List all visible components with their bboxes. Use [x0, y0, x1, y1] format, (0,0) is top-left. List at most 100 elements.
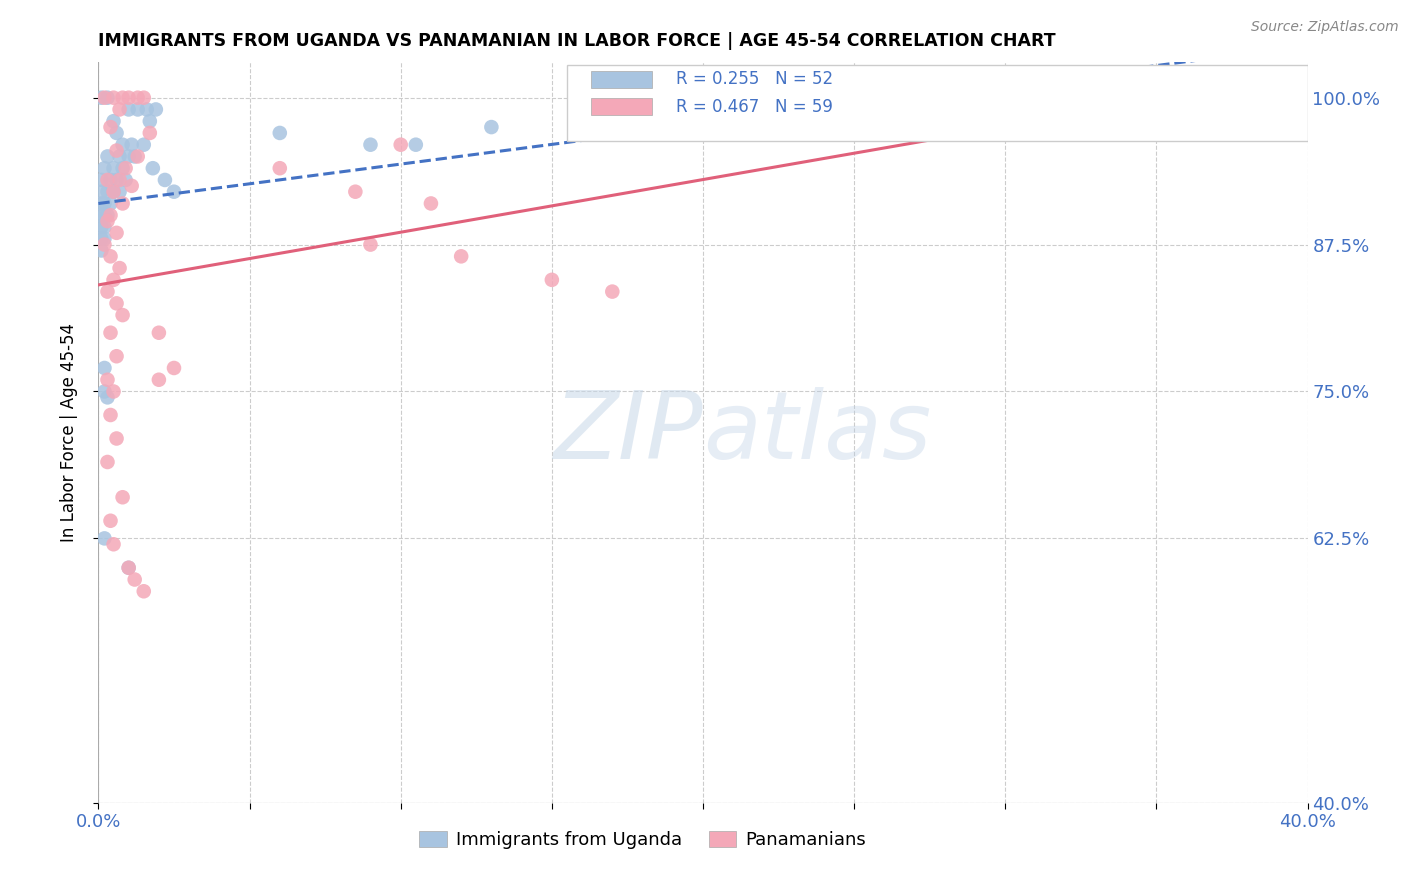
Bar: [591, 98, 651, 115]
Point: [105, 144, 128, 158]
Point: [93, 232, 115, 246]
Point: [124, 573, 146, 587]
Point: [93, 384, 115, 399]
Point: [100, 196, 122, 211]
Point: [96, 185, 118, 199]
Point: [1144, 93, 1167, 107]
Point: [163, 361, 186, 376]
Legend: Immigrants from Uganda, Panamanians: Immigrants from Uganda, Panamanians: [412, 824, 873, 856]
Point: [90, 91, 112, 105]
Point: [360, 237, 382, 252]
Y-axis label: In Labor Force | Age 45-54: In Labor Force | Age 45-54: [59, 323, 77, 542]
Point: [135, 103, 157, 117]
Point: [96, 455, 118, 469]
Point: [111, 137, 134, 152]
Point: [360, 137, 382, 152]
Point: [108, 173, 131, 187]
Point: [96, 149, 118, 163]
Text: ZIP: ZIP: [554, 387, 703, 478]
Point: [93, 208, 115, 222]
Point: [118, 91, 141, 105]
Point: [114, 161, 136, 176]
Point: [108, 185, 131, 199]
Point: [132, 137, 155, 152]
Point: [114, 173, 136, 187]
Point: [100, 120, 122, 134]
Text: atlas: atlas: [703, 387, 931, 478]
Point: [103, 161, 125, 176]
Point: [602, 285, 624, 299]
Point: [93, 532, 115, 546]
Point: [132, 91, 155, 105]
Point: [103, 537, 125, 551]
Point: [118, 103, 141, 117]
Point: [90, 244, 112, 258]
Point: [90, 232, 112, 246]
Point: [90, 208, 112, 222]
Point: [105, 296, 128, 310]
Point: [121, 178, 143, 193]
Point: [90, 185, 112, 199]
Point: [111, 91, 134, 105]
Point: [96, 285, 118, 299]
Point: [103, 273, 125, 287]
Text: R = 0.255   N = 52: R = 0.255 N = 52: [676, 70, 832, 88]
Point: [344, 185, 367, 199]
Point: [994, 91, 1017, 105]
Point: [103, 91, 125, 105]
Point: [105, 126, 128, 140]
Point: [148, 326, 170, 340]
Point: [100, 514, 122, 528]
Point: [90, 173, 112, 187]
Point: [96, 208, 118, 222]
Point: [121, 137, 143, 152]
Point: [139, 126, 162, 140]
Point: [100, 249, 122, 263]
Point: [540, 273, 562, 287]
Point: [148, 373, 170, 387]
Point: [93, 161, 115, 176]
Point: [118, 561, 141, 575]
Point: [105, 173, 128, 187]
Point: [111, 308, 134, 322]
Point: [118, 561, 141, 575]
Point: [676, 108, 699, 122]
Point: [450, 249, 472, 263]
Point: [103, 185, 125, 199]
Point: [269, 126, 291, 140]
Point: [111, 490, 134, 504]
Bar: [567, 65, 1308, 141]
Text: R = 0.467   N = 59: R = 0.467 N = 59: [676, 97, 832, 115]
Point: [93, 91, 115, 105]
Point: [93, 196, 115, 211]
Point: [139, 114, 162, 128]
Point: [481, 120, 503, 134]
Point: [163, 185, 186, 199]
Point: [873, 117, 896, 131]
Point: [269, 161, 291, 176]
Point: [96, 214, 118, 228]
Bar: [591, 70, 651, 88]
Point: [93, 361, 115, 376]
Point: [96, 373, 118, 387]
Point: [108, 103, 131, 117]
Point: [124, 149, 146, 163]
Point: [132, 584, 155, 599]
Point: [100, 408, 122, 422]
Point: [96, 173, 118, 187]
Point: [103, 384, 125, 399]
Point: [111, 161, 134, 176]
Point: [105, 226, 128, 240]
Point: [127, 103, 149, 117]
Point: [103, 185, 125, 199]
Text: IMMIGRANTS FROM UGANDA VS PANAMANIAN IN LABOR FORCE | AGE 45-54 CORRELATION CHAR: IMMIGRANTS FROM UGANDA VS PANAMANIAN IN …: [98, 32, 1056, 50]
Point: [108, 261, 131, 276]
Point: [389, 137, 412, 152]
Point: [93, 219, 115, 234]
Point: [90, 219, 112, 234]
Point: [105, 349, 128, 363]
Point: [405, 137, 427, 152]
Point: [103, 114, 125, 128]
Point: [100, 326, 122, 340]
Point: [111, 196, 134, 211]
